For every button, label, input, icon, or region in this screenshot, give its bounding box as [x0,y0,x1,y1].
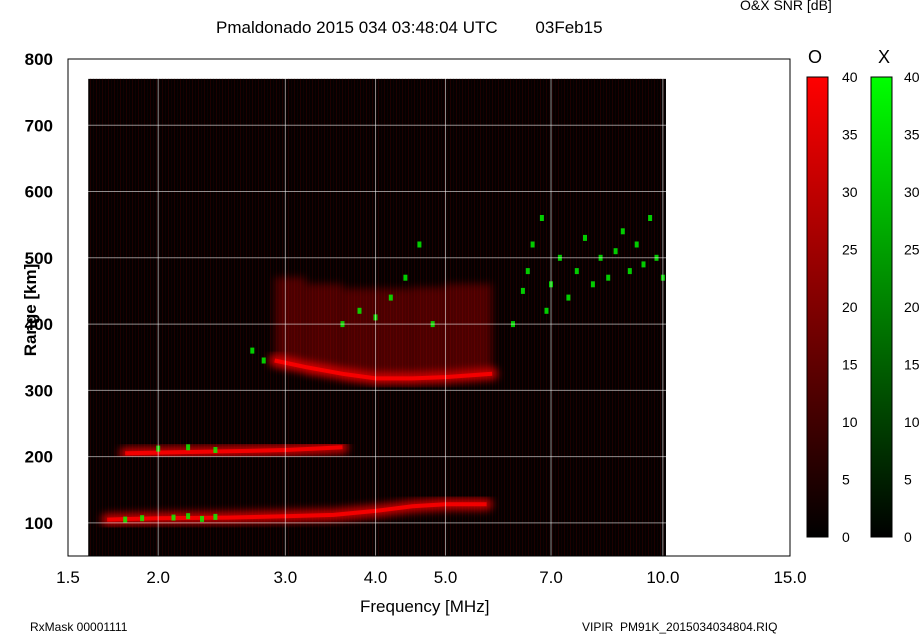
x-tick-label: 7.0 [539,568,563,587]
x-tick-label: 2.0 [146,568,170,587]
o-colorbar-tick: 20 [842,299,858,315]
x-point-10 [261,357,266,364]
x-point-28 [583,234,587,241]
o-colorbar-tick: 10 [842,414,858,430]
x-tick-label: 3.0 [274,568,298,587]
x-colorbar-tick: 40 [904,69,920,85]
o-spread-5 [412,287,446,378]
y-tick-label: 300 [25,381,53,400]
y-tick-label: 800 [25,50,53,69]
x-point-5 [213,513,218,520]
x-colorbar-tick: 35 [904,127,920,143]
x-point-9 [250,347,255,354]
x-point-12 [357,307,362,314]
y-tick-label: 600 [25,183,53,202]
x-colorbar [870,76,893,538]
x-point-4 [200,515,204,522]
snr-label: O&X SNR [dB] [740,0,832,13]
x-tick-label: 15.0 [773,568,806,587]
o-spread-1 [274,277,306,368]
y-tick-label: 500 [25,249,53,268]
x-point-32 [613,248,618,255]
x-point-15 [403,274,408,281]
x-tick-label: 1.5 [56,568,80,587]
x-axis-label: Frequency [MHz] [360,597,490,616]
x-point-35 [634,241,639,248]
x-point-21 [530,241,535,248]
y-tick-label: 700 [25,116,53,135]
x-point-27 [574,268,579,275]
o-spread-2 [305,283,343,374]
x-point-20 [525,268,530,275]
o-colorbar-tick: 0 [842,529,850,545]
o-colorbar-tick: 30 [842,184,858,200]
o-colorbar-tick: 40 [842,69,858,85]
x-colorbar-tick: 15 [904,357,920,373]
o-colorbar [806,76,829,538]
x-colorbar-tick: 30 [904,184,920,200]
x-colorbar-tick: 0 [904,529,912,545]
x-point-14 [388,294,393,301]
x-tick-label: 5.0 [434,568,458,587]
y-tick-label: 400 [25,315,53,334]
x-point-34 [627,268,632,275]
o-trace-core-1 [125,445,343,456]
x-colorbar-label: X [878,47,891,67]
x-tick-label: 10.0 [646,568,679,587]
x-colorbar-tick: 5 [904,472,912,488]
chart-title: Pmaldonado 2015 034 03:48:04 UTC 03Feb15 [216,18,603,37]
x-colorbar-tick: 10 [904,414,920,430]
o-spread-4 [375,288,413,379]
x-point-33 [620,228,625,235]
x-point-37 [648,215,653,221]
x-point-16 [417,241,422,248]
o-colorbar-tick: 15 [842,357,858,373]
o-colorbar-tick: 25 [842,242,858,258]
x-colorbar-tick: 20 [904,299,920,315]
o-spread-6 [445,283,493,374]
x-point-1 [140,515,145,522]
x-point-2 [171,514,176,521]
file-label: VIPIR PM91K_2015034034804.RIQ [582,620,778,634]
y-tick-label: 100 [25,514,53,533]
o-trace-core-0 [107,502,487,522]
o-colorbar-tick: 5 [842,472,850,488]
x-point-0 [123,516,128,523]
o-spread-3 [342,288,376,379]
y-tick-label: 200 [25,448,53,467]
x-point-22 [539,215,544,221]
x-point-23 [544,307,549,314]
x-point-3 [186,513,191,520]
o-colorbar-tick: 35 [842,127,858,143]
x-colorbar-tick: 25 [904,242,920,258]
plot-border [67,58,791,557]
x-point-36 [641,261,646,268]
x-point-8 [213,447,218,453]
o-colorbar-label: O [808,47,823,67]
x-point-26 [566,294,571,301]
x-tick-label: 4.0 [364,568,388,587]
x-point-7 [186,444,191,451]
x-point-19 [520,287,525,294]
x-point-29 [590,281,595,288]
x-point-31 [606,274,611,281]
rxmask-label: RxMask 00001111 [30,620,128,634]
